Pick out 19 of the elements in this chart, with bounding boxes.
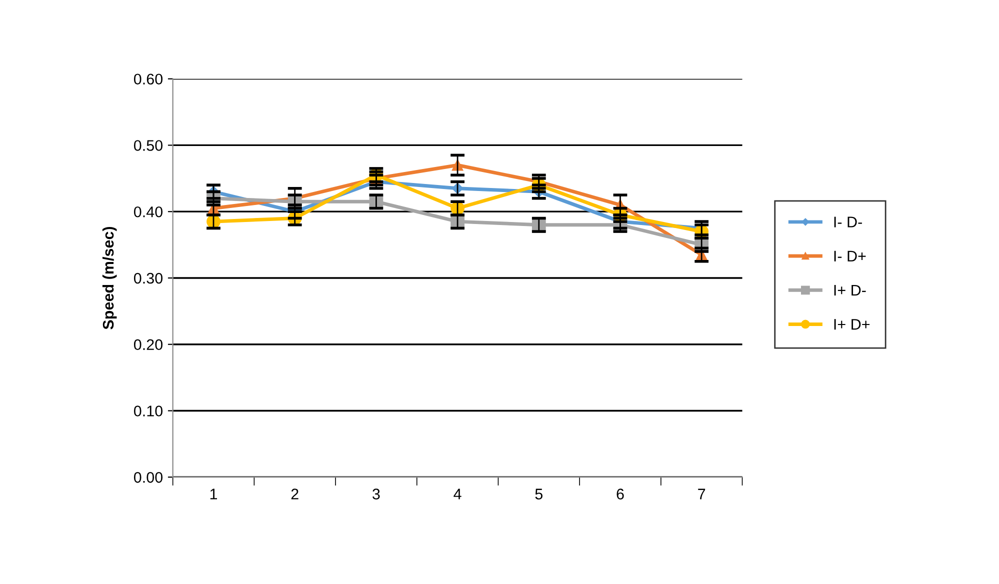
x-tick-label: 7 — [698, 488, 706, 500]
x-tick-label: 4 — [454, 488, 462, 500]
y-tick-label: 0.00 — [134, 472, 163, 483]
legend-label: I+ D+ — [834, 319, 870, 330]
x-tick-label: 3 — [372, 488, 380, 500]
x-tick-label: 5 — [535, 488, 542, 500]
y-tick-label: 0.50 — [134, 140, 163, 151]
y-tick-label: 0.60 — [134, 74, 163, 85]
y-axis-title: Speed (m/sec) — [102, 226, 117, 330]
x-tick-label: 1 — [210, 488, 218, 500]
legend-label: I- D- — [834, 216, 862, 228]
y-tick-label: 0.40 — [134, 206, 163, 218]
y-tick-label: 0.30 — [134, 272, 163, 284]
legend-label: I- D+ — [834, 250, 866, 262]
legend-label: I+ D- — [834, 284, 866, 296]
y-tick-label: 0.20 — [134, 339, 163, 350]
x-tick-label: 2 — [291, 488, 298, 500]
x-tick-label: 6 — [616, 488, 624, 500]
y-tick-label: 0.10 — [134, 406, 163, 416]
